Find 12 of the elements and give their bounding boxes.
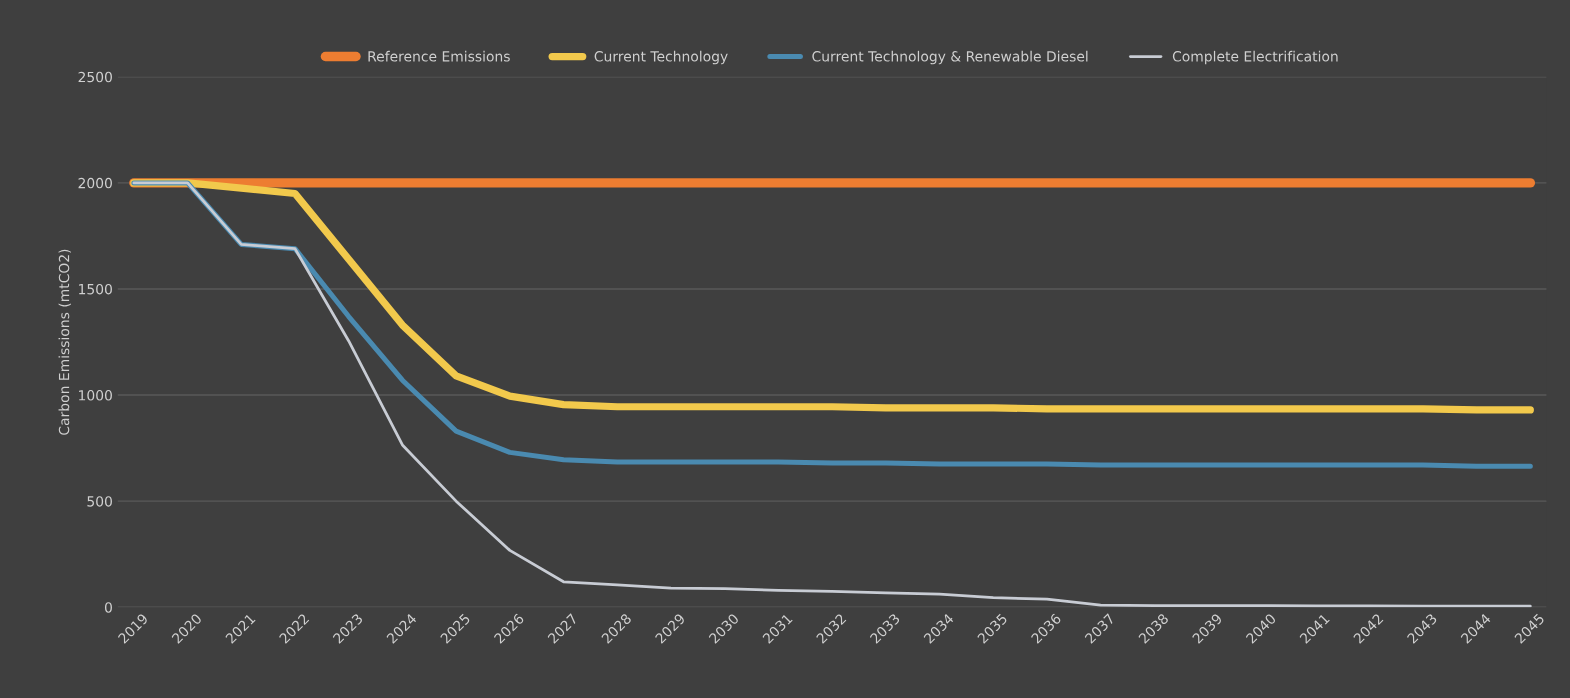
- y-axis-title: Carbon Emissions (mtCO2): [58, 249, 71, 435]
- y-tick-label: 2000: [78, 177, 112, 189]
- legend-label: Complete Electrification: [1172, 50, 1338, 65]
- line-series: [132, 181, 1532, 608]
- legend-label: Current Technology & Renewable Diesel: [812, 50, 1088, 65]
- y-tick-label: 1000: [79, 390, 112, 401]
- legend-label: Current Technology: [594, 50, 728, 65]
- y-tick-label: 1500: [79, 283, 112, 295]
- y-tick-label: 2500: [78, 71, 112, 83]
- y-tick-label: 500: [87, 496, 112, 507]
- legend-label: Reference Emissions: [368, 50, 510, 62]
- y-tick-label: 0: [104, 602, 112, 613]
